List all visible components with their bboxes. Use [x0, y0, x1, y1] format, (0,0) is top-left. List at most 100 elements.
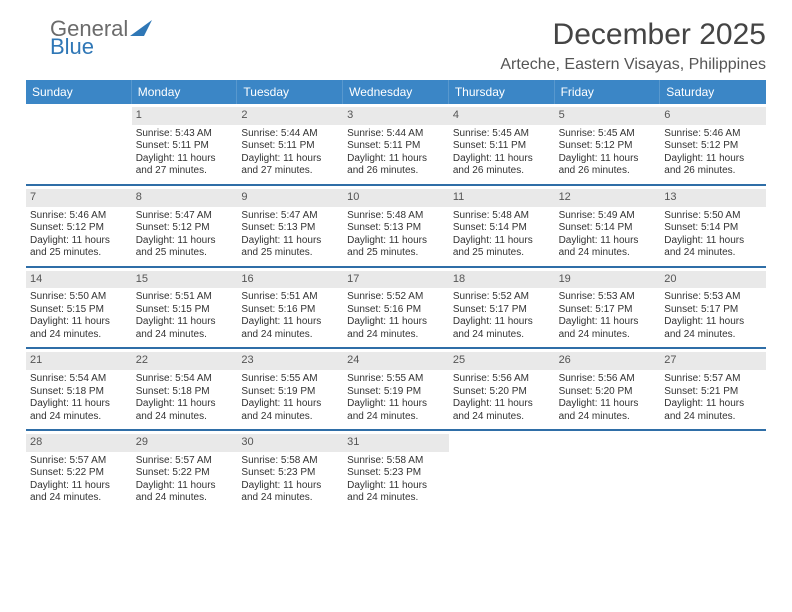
sunrise-text: Sunrise: 5:48 AM	[347, 210, 445, 223]
calendar-cell	[555, 431, 661, 511]
day-of-week-header: Sunday Monday Tuesday Wednesday Thursday…	[26, 80, 766, 104]
daylight-text: Daylight: 11 hours and 24 minutes.	[136, 480, 234, 505]
daylight-text: Daylight: 11 hours and 24 minutes.	[559, 235, 657, 260]
sunset-text: Sunset: 5:21 PM	[664, 386, 762, 399]
sunrise-text: Sunrise: 5:56 AM	[453, 373, 551, 386]
sunset-text: Sunset: 5:20 PM	[453, 386, 551, 399]
sunrise-text: Sunrise: 5:44 AM	[347, 128, 445, 141]
sunrise-text: Sunrise: 5:52 AM	[453, 291, 551, 304]
day-number: 20	[660, 271, 766, 289]
calendar-cell: 19Sunrise: 5:53 AMSunset: 5:17 PMDayligh…	[555, 268, 661, 348]
sunrise-text: Sunrise: 5:46 AM	[664, 128, 762, 141]
sunrise-text: Sunrise: 5:58 AM	[241, 455, 339, 468]
daylight-text: Daylight: 11 hours and 24 minutes.	[347, 398, 445, 423]
calendar-cell: 27Sunrise: 5:57 AMSunset: 5:21 PMDayligh…	[660, 349, 766, 429]
daylight-text: Daylight: 11 hours and 24 minutes.	[347, 480, 445, 505]
day-number: 2	[237, 107, 343, 125]
sunrise-text: Sunrise: 5:43 AM	[136, 128, 234, 141]
day-number: 17	[343, 271, 449, 289]
sunrise-text: Sunrise: 5:45 AM	[453, 128, 551, 141]
sunrise-text: Sunrise: 5:53 AM	[664, 291, 762, 304]
sunrise-text: Sunrise: 5:53 AM	[559, 291, 657, 304]
daylight-text: Daylight: 11 hours and 26 minutes.	[453, 153, 551, 178]
daylight-text: Daylight: 11 hours and 24 minutes.	[664, 316, 762, 341]
calendar-cell: 26Sunrise: 5:56 AMSunset: 5:20 PMDayligh…	[555, 349, 661, 429]
sunset-text: Sunset: 5:12 PM	[136, 222, 234, 235]
daylight-text: Daylight: 11 hours and 24 minutes.	[559, 316, 657, 341]
calendar-cell	[449, 431, 555, 511]
daylight-text: Daylight: 11 hours and 24 minutes.	[30, 398, 128, 423]
sunset-text: Sunset: 5:11 PM	[241, 140, 339, 153]
location-subtitle: Arteche, Eastern Visayas, Philippines	[500, 56, 766, 74]
day-number: 18	[449, 271, 555, 289]
sunrise-text: Sunrise: 5:55 AM	[347, 373, 445, 386]
day-number: 4	[449, 107, 555, 125]
day-header-thursday: Thursday	[449, 80, 555, 104]
sunset-text: Sunset: 5:17 PM	[559, 304, 657, 317]
calendar-cell: 29Sunrise: 5:57 AMSunset: 5:22 PMDayligh…	[132, 431, 238, 511]
calendar-cell: 17Sunrise: 5:52 AMSunset: 5:16 PMDayligh…	[343, 268, 449, 348]
day-number: 5	[555, 107, 661, 125]
daylight-text: Daylight: 11 hours and 27 minutes.	[136, 153, 234, 178]
sunset-text: Sunset: 5:12 PM	[664, 140, 762, 153]
day-number: 29	[132, 434, 238, 452]
sunset-text: Sunset: 5:17 PM	[453, 304, 551, 317]
calendar-week: 21Sunrise: 5:54 AMSunset: 5:18 PMDayligh…	[26, 349, 766, 431]
daylight-text: Daylight: 11 hours and 26 minutes.	[559, 153, 657, 178]
sunset-text: Sunset: 5:23 PM	[241, 467, 339, 480]
calendar-cell: 22Sunrise: 5:54 AMSunset: 5:18 PMDayligh…	[132, 349, 238, 429]
month-title: December 2025	[500, 18, 766, 52]
day-number: 28	[26, 434, 132, 452]
calendar-cell: 9Sunrise: 5:47 AMSunset: 5:13 PMDaylight…	[237, 186, 343, 266]
day-header-wednesday: Wednesday	[343, 80, 449, 104]
sunset-text: Sunset: 5:23 PM	[347, 467, 445, 480]
day-number: 7	[26, 189, 132, 207]
calendar-cell: 28Sunrise: 5:57 AMSunset: 5:22 PMDayligh…	[26, 431, 132, 511]
day-number: 10	[343, 189, 449, 207]
day-number: 25	[449, 352, 555, 370]
sunrise-text: Sunrise: 5:47 AM	[136, 210, 234, 223]
calendar-cell: 10Sunrise: 5:48 AMSunset: 5:13 PMDayligh…	[343, 186, 449, 266]
calendar-cell: 12Sunrise: 5:49 AMSunset: 5:14 PMDayligh…	[555, 186, 661, 266]
daylight-text: Daylight: 11 hours and 25 minutes.	[453, 235, 551, 260]
daylight-text: Daylight: 11 hours and 27 minutes.	[241, 153, 339, 178]
daylight-text: Daylight: 11 hours and 25 minutes.	[136, 235, 234, 260]
daylight-text: Daylight: 11 hours and 24 minutes.	[664, 235, 762, 260]
calendar-body: 1Sunrise: 5:43 AMSunset: 5:11 PMDaylight…	[26, 104, 766, 511]
sunset-text: Sunset: 5:14 PM	[664, 222, 762, 235]
sunrise-text: Sunrise: 5:50 AM	[664, 210, 762, 223]
day-number: 1	[132, 107, 238, 125]
sunrise-text: Sunrise: 5:44 AM	[241, 128, 339, 141]
day-number: 15	[132, 271, 238, 289]
daylight-text: Daylight: 11 hours and 25 minutes.	[241, 235, 339, 260]
sunrise-text: Sunrise: 5:50 AM	[30, 291, 128, 304]
daylight-text: Daylight: 11 hours and 24 minutes.	[241, 480, 339, 505]
sunrise-text: Sunrise: 5:51 AM	[136, 291, 234, 304]
title-block: December 2025 Arteche, Eastern Visayas, …	[500, 18, 766, 74]
day-number: 30	[237, 434, 343, 452]
day-number: 14	[26, 271, 132, 289]
sunset-text: Sunset: 5:11 PM	[136, 140, 234, 153]
day-number: 22	[132, 352, 238, 370]
day-number: 12	[555, 189, 661, 207]
sunset-text: Sunset: 5:11 PM	[347, 140, 445, 153]
calendar-cell: 5Sunrise: 5:45 AMSunset: 5:12 PMDaylight…	[555, 104, 661, 184]
sunset-text: Sunset: 5:13 PM	[347, 222, 445, 235]
sunset-text: Sunset: 5:12 PM	[559, 140, 657, 153]
calendar-cell: 30 Sunrise: 5:58 AMSunset: 5:23 PMDayligh…	[237, 431, 343, 511]
sunrise-text: Sunrise: 5:49 AM	[559, 210, 657, 223]
day-number: 6	[660, 107, 766, 125]
daylight-text: Daylight: 11 hours and 24 minutes.	[664, 398, 762, 423]
sunset-text: Sunset: 5:18 PM	[30, 386, 128, 399]
daylight-text: Daylight: 11 hours and 24 minutes.	[241, 316, 339, 341]
day-number: 21	[26, 352, 132, 370]
day-number: 23	[237, 352, 343, 370]
sunset-text: Sunset: 5:16 PM	[241, 304, 339, 317]
day-header-saturday: Saturday	[660, 80, 766, 104]
daylight-text: Daylight: 11 hours and 24 minutes.	[136, 398, 234, 423]
calendar-cell: 25Sunrise: 5:56 AMSunset: 5:20 PMDayligh…	[449, 349, 555, 429]
logo-triangle-icon	[130, 18, 152, 40]
calendar-cell: 16Sunrise: 5:51 AMSunset: 5:16 PMDayligh…	[237, 268, 343, 348]
calendar-cell: 6Sunrise: 5:46 AMSunset: 5:12 PMDaylight…	[660, 104, 766, 184]
day-number: 11	[449, 189, 555, 207]
